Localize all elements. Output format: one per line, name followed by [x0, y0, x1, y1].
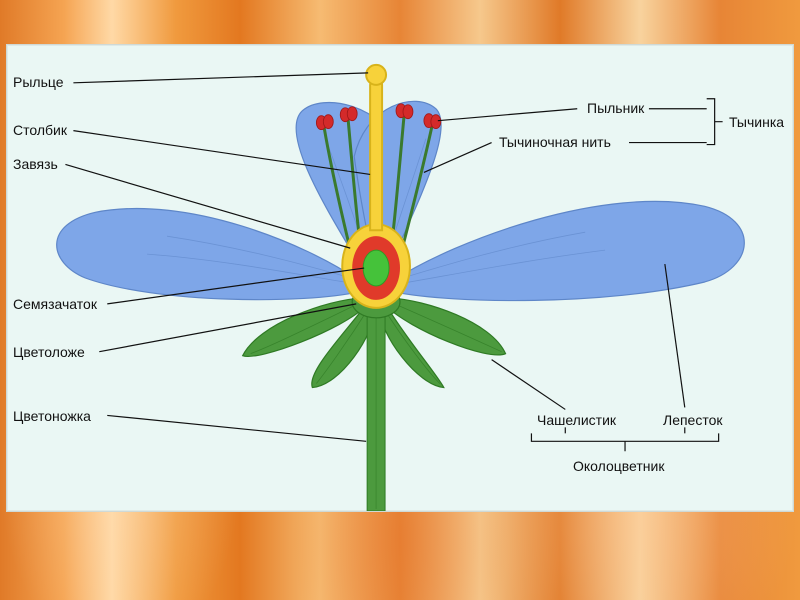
leader-anther [438, 109, 577, 121]
label-ovary: Завязь [13, 157, 58, 171]
anther-3 [396, 104, 413, 119]
leader-stigma [73, 73, 368, 83]
leader-pedicel [107, 415, 366, 441]
label-receptacle: Цветоложе [13, 345, 85, 359]
leader-sepal [492, 360, 566, 410]
label-ovule: Семязачаток [13, 297, 97, 311]
diagram-panel: Рыльце Столбик Завязь Семязачаток Цветол… [6, 44, 794, 512]
label-perianth: Околоцветник [573, 459, 664, 473]
stem [367, 302, 385, 511]
petal-left [57, 209, 358, 300]
label-stamen: Тычинка [729, 115, 784, 129]
ovule [363, 250, 389, 286]
stigma [366, 65, 386, 85]
petal-right [394, 201, 744, 300]
anther-1 [316, 115, 333, 130]
label-petal: Лепесток [663, 413, 723, 427]
label-style: Столбик [13, 123, 67, 137]
bracket-stamen [707, 99, 723, 145]
label-filament: Тычиночная нить [499, 135, 611, 149]
bracket-perianth [531, 433, 718, 451]
label-anther: Пыльник [587, 101, 644, 115]
anther-2 [340, 107, 357, 122]
label-pedicel: Цветоножка [13, 409, 91, 423]
label-sepal: Чашелистик [537, 413, 616, 427]
flower-diagram [7, 45, 793, 511]
label-stigma: Рыльце [13, 75, 64, 89]
